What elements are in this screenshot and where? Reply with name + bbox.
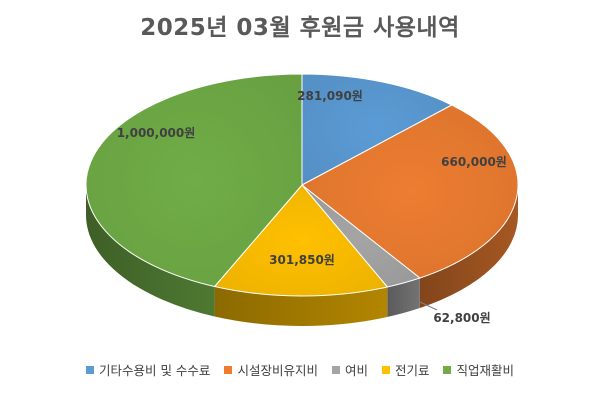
legend-label: 여비 (344, 363, 368, 378)
legend-swatch (443, 365, 452, 374)
slice-3-side (387, 278, 420, 317)
legend-label: 기타수용비 및 수수료 (98, 363, 211, 378)
slice-5-side (86, 185, 215, 317)
legend-swatch (85, 365, 94, 374)
slice-2 (301, 104, 519, 279)
slice-1 (301, 73, 453, 186)
data-label: 301,850원 (269, 253, 335, 267)
legend-swatch (381, 365, 390, 374)
legend-swatch (224, 365, 233, 374)
legend-item: 전기료 (381, 360, 430, 379)
legend-item: 기타수용비 및 수수료 (85, 360, 211, 379)
slice-4 (213, 184, 389, 297)
slice-2-side (419, 185, 518, 309)
legend-item: 여비 (331, 360, 368, 379)
legend-label: 시설장비유지비 (237, 363, 318, 378)
data-label: 660,000원 (441, 155, 507, 169)
slice-5 (85, 73, 303, 288)
data-label: 62,800원 (433, 311, 490, 325)
slice-4-side (214, 286, 388, 327)
legend-item: 시설장비유지비 (224, 360, 318, 379)
legend: 기타수용비 및 수수료 시설장비유지비 여비 전기료 직업재활비 (0, 360, 600, 379)
leader-line (419, 301, 438, 311)
legend-swatch (331, 365, 340, 374)
data-label: 1,000,000원 (117, 126, 196, 140)
chart-title: 2025년 03월 후원금 사용내역 (140, 15, 460, 41)
data-label: 281,090원 (297, 89, 363, 103)
legend-item: 직업재활비 (443, 360, 514, 379)
legend-label: 전기료 (394, 363, 430, 378)
legend-label: 직업재활비 (456, 363, 514, 378)
